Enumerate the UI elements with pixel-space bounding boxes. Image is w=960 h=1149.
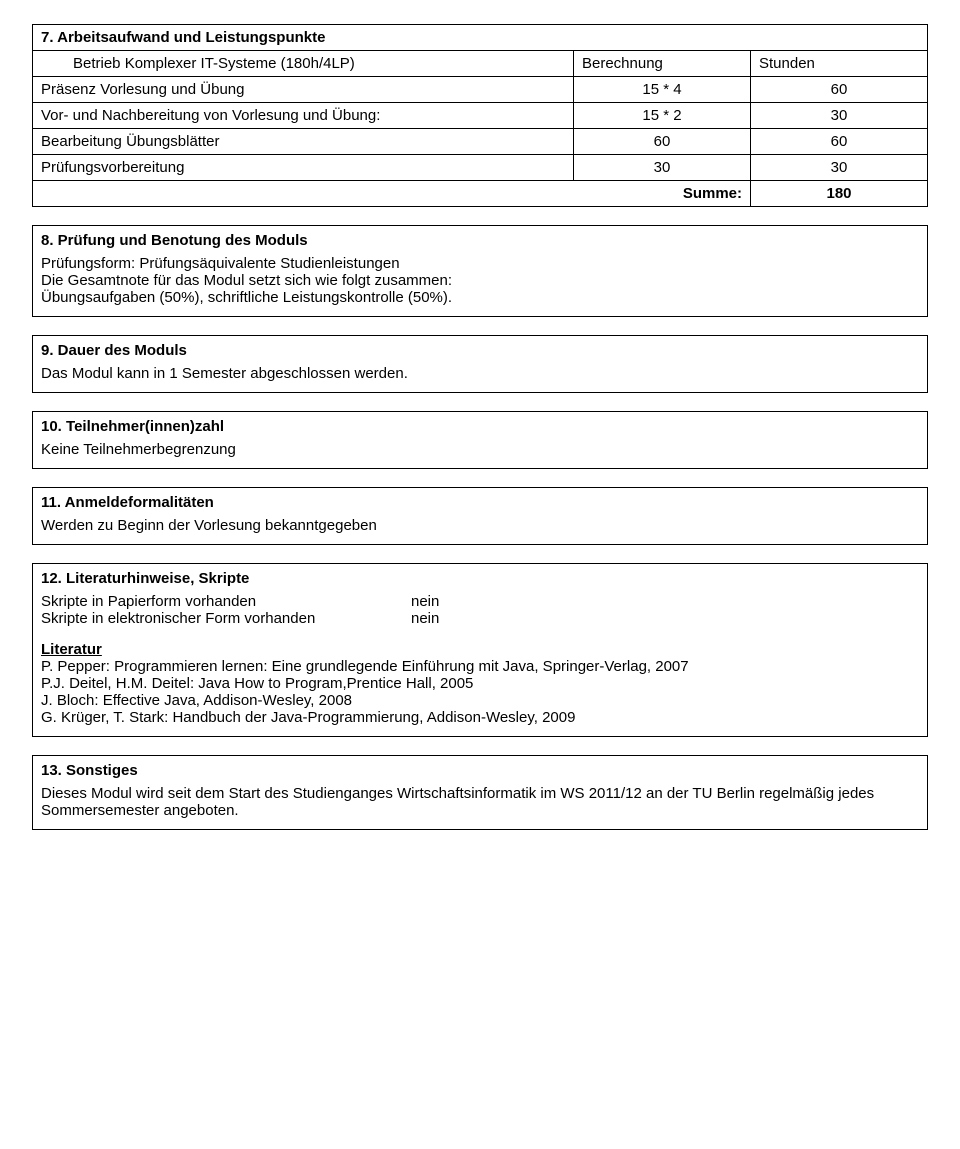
scripts-paper-value: nein — [411, 593, 439, 610]
section9-body: Das Modul kann in 1 Semester abgeschloss… — [41, 365, 919, 382]
section13-body: Dieses Modul wird seit dem Start des Stu… — [41, 785, 919, 819]
section8-box: 8. Prüfung und Benotung des Moduls Prüfu… — [32, 225, 928, 317]
section10-body: Keine Teilnehmerbegrenzung — [41, 441, 919, 458]
section11-body: Werden zu Beginn der Vorlesung bekanntge… — [41, 517, 919, 534]
workload-row-calc: 15 * 2 — [574, 103, 751, 129]
workload-row-label: Vor- und Nachbereitung von Vorlesung und… — [33, 103, 574, 129]
literature-ref: P. Pepper: Programmieren lernen: Eine gr… — [41, 658, 919, 675]
section10-title: 10. Teilnehmer(innen)zahl — [41, 418, 919, 435]
workload-row-calc: 30 — [574, 155, 751, 181]
workload-sum-value: 180 — [751, 181, 928, 207]
literature-ref: G. Krüger, T. Stark: Handbuch der Java-P… — [41, 709, 919, 726]
workload-row-hours: 60 — [751, 77, 928, 103]
literature-ref: J. Bloch: Effective Java, Addison-Wesley… — [41, 692, 919, 709]
section9-title: 9. Dauer des Moduls — [41, 342, 919, 359]
workload-row-calc: 15 * 4 — [574, 77, 751, 103]
workload-table: 7. Arbeitsaufwand und Leistungspunkte Be… — [32, 24, 928, 207]
section11-title: 11. Anmeldeformalitäten — [41, 494, 919, 511]
table-sum-row: Summe: 180 — [33, 181, 928, 207]
workload-row-hours: 30 — [751, 103, 928, 129]
section8-line3: Übungsaufgaben (50%), schriftliche Leist… — [41, 289, 919, 306]
section8-title: 8. Prüfung und Benotung des Moduls — [41, 232, 919, 249]
section12-title: 12. Literaturhinweise, Skripte — [41, 570, 919, 587]
workload-row-calc: 60 — [574, 129, 751, 155]
section10-box: 10. Teilnehmer(innen)zahl Keine Teilnehm… — [32, 411, 928, 469]
workload-row-label: Prüfungsvorbereitung — [33, 155, 574, 181]
workload-header-calc: Berechnung — [574, 51, 751, 77]
workload-header-module: Betrieb Komplexer IT-Systeme (180h/4LP) — [33, 51, 574, 77]
workload-row-hours: 60 — [751, 129, 928, 155]
literature-ref: P.J. Deitel, H.M. Deitel: Java How to Pr… — [41, 675, 919, 692]
section13-box: 13. Sonstiges Dieses Modul wird seit dem… — [32, 755, 928, 830]
scripts-elec-label: Skripte in elektronischer Form vorhanden — [41, 610, 411, 627]
section7-title: 7. Arbeitsaufwand und Leistungspunkte — [33, 25, 928, 51]
section8-line2: Die Gesamtnote für das Modul setzt sich … — [41, 272, 919, 289]
literature-heading: Literatur — [41, 641, 102, 658]
workload-row-label: Präsenz Vorlesung und Übung — [33, 77, 574, 103]
section8-line1: Prüfungsform: Prüfungsäquivalente Studie… — [41, 255, 919, 272]
workload-header-hours: Stunden — [751, 51, 928, 77]
table-row: Präsenz Vorlesung und Übung 15 * 4 60 — [33, 77, 928, 103]
section13-title: 13. Sonstiges — [41, 762, 919, 779]
section11-box: 11. Anmeldeformalitäten Werden zu Beginn… — [32, 487, 928, 545]
table-row: Prüfungsvorbereitung 30 30 — [33, 155, 928, 181]
workload-row-label: Bearbeitung Übungsblätter — [33, 129, 574, 155]
table-row: Bearbeitung Übungsblätter 60 60 — [33, 129, 928, 155]
table-row: Vor- und Nachbereitung von Vorlesung und… — [33, 103, 928, 129]
section12-box: 12. Literaturhinweise, Skripte Skripte i… — [32, 563, 928, 737]
workload-row-hours: 30 — [751, 155, 928, 181]
scripts-paper-label: Skripte in Papierform vorhanden — [41, 593, 411, 610]
scripts-elec-value: nein — [411, 610, 439, 627]
section9-box: 9. Dauer des Moduls Das Modul kann in 1 … — [32, 335, 928, 393]
workload-sum-label: Summe: — [683, 185, 742, 202]
